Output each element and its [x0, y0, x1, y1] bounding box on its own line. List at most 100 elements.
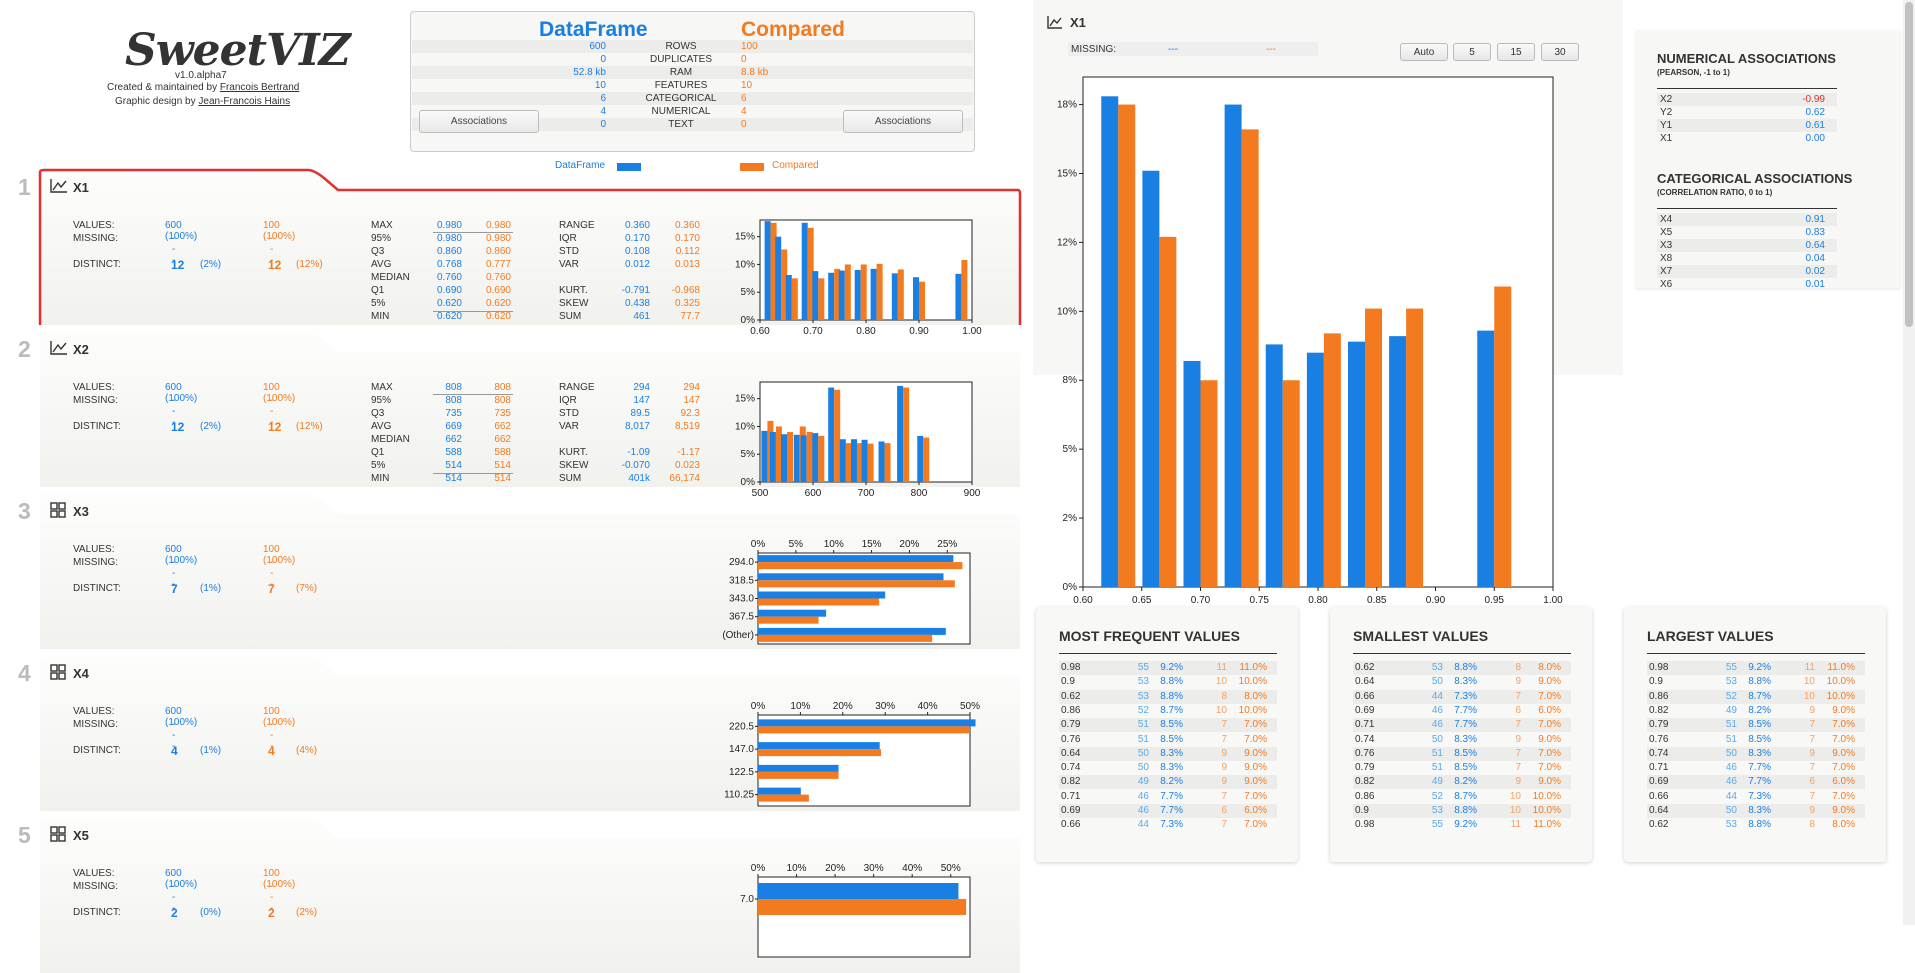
stat-label: AVG: [371, 421, 392, 432]
value-cell: 0.98: [1355, 819, 1375, 831]
compared-title: Compared: [741, 18, 845, 41]
smallest-title: SMALLEST VALUES: [1353, 628, 1489, 644]
pct-cell: 8.8%: [1454, 662, 1477, 673]
stat-label: MEDIAN: [371, 272, 410, 283]
pct-cell-compared: 6.0%: [1538, 704, 1561, 716]
value-cell: 0.76: [1355, 747, 1375, 759]
assoc-feature[interactable]: Y2: [1660, 107, 1673, 118]
count-cell-compared: 7: [1809, 790, 1815, 802]
summary-right-value: 8.8 kb: [741, 67, 769, 78]
bar-dataframe: [861, 439, 868, 482]
bar-compared: [860, 264, 867, 320]
distinct-pct: (2%): [200, 421, 222, 432]
pct-cell-compared: 10.0%: [1532, 790, 1561, 802]
stat-label: VAR: [559, 421, 579, 432]
summary-label: FEATURES: [654, 80, 708, 91]
x-tick-label: 5%: [789, 539, 804, 550]
assoc-feature[interactable]: X6: [1660, 279, 1673, 290]
x-tick-label: 30%: [864, 863, 884, 874]
y-tick-label: 10%: [735, 259, 755, 270]
bar-dataframe: [801, 222, 808, 320]
y-tick-label: 0%: [741, 315, 756, 326]
bar-dataframe: [1389, 336, 1407, 587]
pct-cell: 8.2%: [1454, 776, 1477, 788]
bin-button-5[interactable]: 5: [1453, 43, 1491, 61]
x-tick-label: 0.75: [1250, 595, 1270, 606]
x-tick-label: 0.80: [856, 326, 876, 337]
bin-button-30[interactable]: 30: [1541, 43, 1579, 61]
x-tick-label: 1.00: [962, 326, 982, 337]
count-cell-compared: 6: [1515, 704, 1521, 716]
bar-compared: [791, 278, 798, 320]
assoc-feature[interactable]: X2: [1660, 94, 1673, 105]
stat-divider: [433, 232, 513, 233]
count-cell-compared: 7: [1221, 790, 1227, 802]
summary-label: RAM: [669, 67, 693, 78]
y-tick-label: 15%: [735, 232, 755, 243]
count-cell: 52: [1431, 790, 1443, 802]
bar-dataframe: [897, 385, 904, 482]
count-cell: 53: [1137, 676, 1149, 688]
count-cell: 53: [1431, 805, 1443, 816]
values-value: 600 (100%): [165, 382, 198, 404]
x1-large-histogram: 0.60 0.65 0.70 0.75 0.80 0.85 0.90 0.95 1.00 0% 2%…: [1057, 76, 1563, 606]
assoc-feature[interactable]: X4: [1660, 214, 1673, 225]
value-cell: 0.79: [1355, 762, 1375, 774]
pct-cell-compared: 7.0%: [1244, 719, 1267, 731]
bar-dataframe: [870, 268, 877, 320]
values-label: VALUES:: [73, 382, 115, 393]
assoc-feature[interactable]: Y1: [1660, 120, 1673, 131]
x-tick-label: 0.85: [1367, 595, 1387, 606]
stat-value: 0.360: [624, 220, 650, 231]
designer-link[interactable]: Jean-Francois Hains: [198, 96, 291, 107]
legend-compared: Compared: [772, 160, 819, 171]
category-label: 122.5: [729, 767, 754, 778]
count-cell: 46: [1725, 762, 1737, 774]
bar-compared: [1323, 333, 1341, 587]
distinct-value: 12: [171, 420, 185, 434]
bar-compared: [923, 437, 930, 482]
stat-value-compared: 0.170: [674, 233, 700, 244]
distinct-pct: (2%): [200, 259, 222, 270]
missing-value-compared: ---: [270, 881, 274, 914]
count-cell-compared: 9: [1515, 776, 1521, 788]
count-cell: 44: [1137, 819, 1149, 831]
assoc-feature[interactable]: X1: [1660, 133, 1673, 144]
assoc-value: 0.02: [1805, 266, 1825, 277]
table-stripe: [1647, 775, 1865, 790]
stat-value-compared: 662: [494, 434, 511, 445]
count-cell: 53: [1725, 819, 1737, 831]
associations-button-left[interactable]: Associations: [419, 110, 539, 133]
table-stripe: [1353, 689, 1571, 704]
missing-label: MISSING:: [73, 557, 119, 568]
pct-cell: 8.8%: [1748, 676, 1771, 688]
associations-button-right[interactable]: Associations: [843, 110, 963, 133]
scrollbar-thumb[interactable]: [1905, 2, 1913, 327]
bar-compared: [1118, 104, 1136, 587]
numerical-assoc-subtitle: (PEARSON, -1 to 1): [1657, 68, 1730, 77]
bar-dataframe: [891, 273, 898, 320]
stat-value-compared: 0.980: [485, 233, 511, 244]
pct-cell-compared: 6.0%: [1244, 805, 1267, 816]
assoc-feature[interactable]: X5: [1660, 227, 1673, 238]
pct-cell: 8.3%: [1748, 747, 1771, 759]
bin-button-15[interactable]: 15: [1497, 43, 1535, 61]
table-stripe: [1059, 775, 1277, 790]
author-link[interactable]: Francois Bertrand: [219, 82, 300, 93]
value-cell: 0.79: [1649, 719, 1669, 731]
assoc-feature[interactable]: X3: [1660, 240, 1673, 251]
bar-dataframe: [761, 430, 768, 482]
credits-design: Graphic design by Jean-Francois Hains: [115, 96, 290, 107]
bin-button-auto[interactable]: Auto: [1400, 43, 1448, 61]
bar-compared: [758, 771, 839, 779]
category-label: 318.5: [729, 575, 754, 586]
x-tick-label: 0.80: [1308, 595, 1328, 606]
stat-value: 808: [445, 382, 462, 393]
stat-value: 669: [445, 421, 462, 432]
assoc-feature[interactable]: X7: [1660, 266, 1673, 277]
bar-compared: [758, 726, 970, 734]
bar-compared: [1200, 380, 1218, 587]
assoc-feature[interactable]: X8: [1660, 253, 1673, 264]
x-tick-label: 600: [805, 488, 822, 499]
bar-dataframe: [775, 236, 782, 320]
